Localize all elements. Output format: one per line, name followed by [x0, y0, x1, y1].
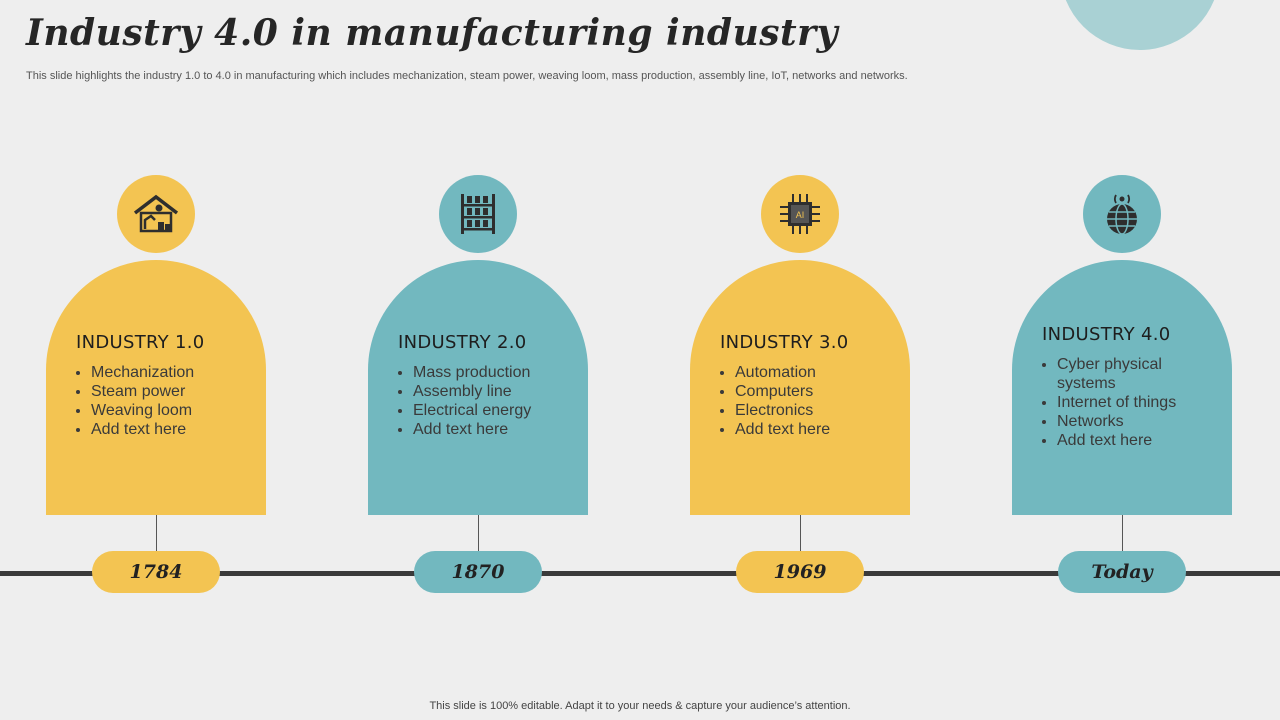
- bullet-item: Electrical energy: [413, 401, 588, 420]
- bullet-item: Mass production: [413, 363, 588, 382]
- stage-card-industry-2: INDUSTRY 2.0 Mass production Assembly li…: [368, 260, 588, 515]
- connector-line: [478, 515, 479, 552]
- bullet-item: Assembly line: [413, 382, 588, 401]
- rack-shelves-icon: [439, 175, 517, 253]
- bullet-item: Add text here: [91, 420, 266, 439]
- slide-subtitle: This slide highlights the industry 1.0 t…: [26, 70, 908, 82]
- year-pill: Today: [1058, 551, 1186, 593]
- bullet-item: Networks: [1057, 412, 1207, 431]
- bullet-item: Weaving loom: [91, 401, 266, 420]
- bullet-item: Cyber physical systems: [1057, 355, 1207, 393]
- bullet-item: Add text here: [735, 420, 910, 439]
- bullet-item: Electronics: [735, 401, 910, 420]
- stage-bullets: Mass production Assembly line Electrical…: [398, 363, 588, 439]
- connector-line: [800, 515, 801, 552]
- year-pill: 1784: [92, 551, 220, 593]
- year-pill: 1870: [414, 551, 542, 593]
- stage-title: INDUSTRY 1.0: [76, 332, 205, 353]
- decorative-corner-circle: [1060, 0, 1220, 50]
- stage-card-industry-4: INDUSTRY 4.0 Cyber physical systems Inte…: [1012, 260, 1232, 515]
- stage-card-industry-3: INDUSTRY 3.0 Automation Computers Electr…: [690, 260, 910, 515]
- connector-line: [156, 515, 157, 552]
- stage-bullets: Cyber physical systems Internet of thing…: [1042, 355, 1207, 450]
- bullet-item: Mechanization: [91, 363, 266, 382]
- year-pill: 1969: [736, 551, 864, 593]
- connector-line: [1122, 515, 1123, 552]
- stage-title: INDUSTRY 3.0: [720, 332, 849, 353]
- chip-label: AI: [796, 210, 805, 220]
- bullet-item: Internet of things: [1057, 393, 1207, 412]
- bullet-item: Automation: [735, 363, 910, 382]
- stage-title: INDUSTRY 4.0: [1042, 324, 1171, 345]
- factory-icon: [117, 175, 195, 253]
- footer-note: This slide is 100% editable. Adapt it to…: [429, 700, 851, 712]
- bullet-item: Steam power: [91, 382, 266, 401]
- ai-chip-icon: AI: [761, 175, 839, 253]
- bullet-item: Computers: [735, 382, 910, 401]
- timeline-line: [0, 571, 1280, 576]
- bullet-item: Add text here: [413, 420, 588, 439]
- stage-title: INDUSTRY 2.0: [398, 332, 527, 353]
- bullet-item: Add text here: [1057, 431, 1207, 450]
- stage-bullets: Automation Computers Electronics Add tex…: [720, 363, 910, 439]
- stage-bullets: Mechanization Steam power Weaving loom A…: [76, 363, 266, 439]
- globe-signal-icon: [1083, 175, 1161, 253]
- stage-card-industry-1: INDUSTRY 1.0 Mechanization Steam power W…: [46, 260, 266, 515]
- slide-title: Industry 4.0 in manufacturing industry: [26, 12, 839, 54]
